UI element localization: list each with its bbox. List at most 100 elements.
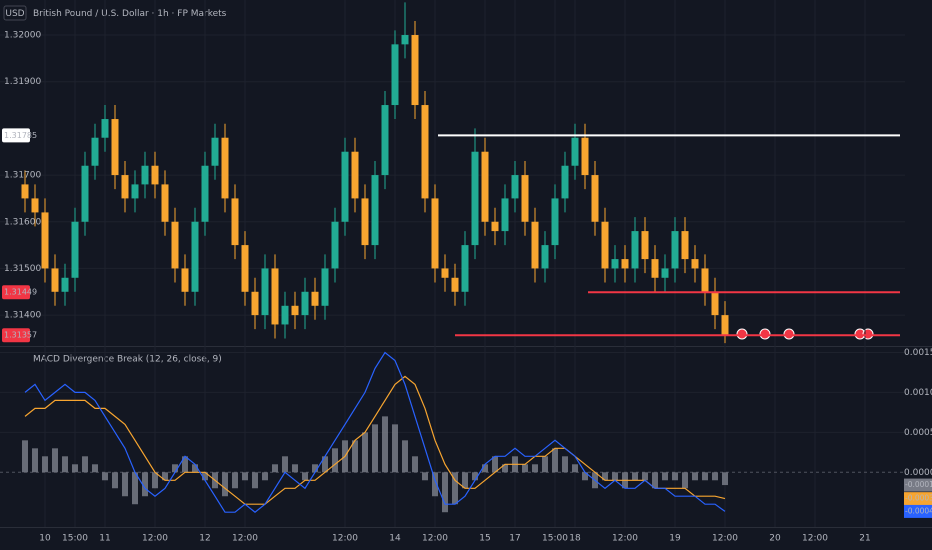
x-tick-label: 12:00 <box>232 534 258 544</box>
candle-body <box>51 268 59 292</box>
last-price-label: 1.31357 <box>4 331 37 340</box>
candle-body <box>511 175 519 199</box>
candle-body <box>71 221 79 278</box>
histogram-bar <box>92 464 98 473</box>
candle-body <box>141 165 149 185</box>
value-tag <box>904 478 932 492</box>
candle-body <box>111 119 119 176</box>
histogram-bar <box>252 472 258 489</box>
histogram-bar <box>722 472 728 486</box>
histogram-bar <box>652 472 658 489</box>
histogram-bar <box>712 472 718 481</box>
x-tick-label: 12:00 <box>142 534 168 544</box>
candle-body <box>231 198 239 246</box>
candle-body <box>121 175 129 199</box>
candle-body <box>411 35 419 106</box>
candle-body <box>551 198 559 246</box>
histogram-bar <box>262 472 268 481</box>
histogram-bar <box>82 456 88 473</box>
candle-body <box>261 268 269 316</box>
histogram-bar <box>602 472 608 481</box>
value-tag-label: -0.00033 <box>905 494 932 503</box>
histogram-bar <box>562 456 568 473</box>
price-tag <box>2 328 30 343</box>
histogram-bar <box>412 456 418 473</box>
histogram-bar <box>162 472 168 481</box>
histogram-bar <box>222 472 228 497</box>
candle-body <box>521 175 529 222</box>
histogram-bar <box>122 472 128 497</box>
candle-body <box>501 198 509 232</box>
histogram-bar <box>552 448 558 473</box>
histogram-bar <box>492 456 498 473</box>
x-tick-label: 17 <box>509 534 520 544</box>
histogram-bar <box>422 472 428 481</box>
histogram-bar <box>182 456 188 473</box>
candle-body <box>371 175 379 246</box>
candle-body <box>701 268 709 292</box>
histogram-bar <box>362 432 368 473</box>
candle-body <box>291 305 299 316</box>
candle-body <box>31 198 39 213</box>
candle-body <box>361 198 369 246</box>
candle-body <box>241 245 249 292</box>
histogram-bar <box>102 472 108 481</box>
event-icons <box>736 328 874 340</box>
candle-body <box>181 268 189 292</box>
histogram-bar <box>292 464 298 473</box>
x-tick-label: 14 <box>389 534 401 544</box>
x-tick-label: 21 <box>859 534 870 544</box>
candle-body <box>341 151 349 222</box>
indicator-line <box>24 351 726 513</box>
candle-body <box>581 137 589 176</box>
candle-body <box>601 221 609 269</box>
candle-body <box>681 231 689 260</box>
histogram-bar <box>272 464 278 473</box>
value-tag-label: -0.00049 <box>905 506 932 515</box>
y-tick-label: 1.31400 <box>4 311 41 321</box>
histogram-bar <box>682 472 688 489</box>
y-tick-label: 1.31700 <box>4 171 41 181</box>
currency-box <box>3 5 27 21</box>
candle-body <box>251 291 259 316</box>
x-tick-label: 19 <box>669 534 681 544</box>
candle-body <box>161 184 169 222</box>
histogram-bar <box>532 464 538 473</box>
x-tick-label: 11 <box>99 534 110 544</box>
value-tag-label: -0.00016 <box>905 480 932 489</box>
candle-body <box>471 151 479 246</box>
histogram-bar <box>352 440 358 473</box>
chart-title: British Pound / U.S. Dollar · 1h · FP Ma… <box>33 9 227 19</box>
histogram-bar <box>372 424 378 473</box>
histogram-bar <box>72 464 78 473</box>
histogram-bar <box>242 472 248 481</box>
indicator-title: MACD Divergence Break (12, 26, close, 9) <box>33 355 222 365</box>
price-tag-label: 1.31785 <box>4 131 37 140</box>
histogram-bar <box>132 472 138 505</box>
x-tick-label: 18 <box>569 534 581 544</box>
x-tick-label: 12:00 <box>612 534 638 544</box>
histogram-bar <box>452 472 458 505</box>
x-tick-label: 10 <box>39 534 51 544</box>
candle-body <box>721 315 729 336</box>
histogram-bar <box>142 472 148 497</box>
histogram-bar <box>322 456 328 473</box>
histogram-bar <box>432 472 438 497</box>
histogram-bar <box>22 440 28 473</box>
candle-body <box>131 184 139 199</box>
histogram-bar <box>522 464 528 473</box>
candle-body <box>351 151 359 199</box>
candle-body <box>651 259 659 278</box>
candle-body <box>691 259 699 269</box>
candle-body <box>301 291 309 316</box>
histogram-bar <box>702 472 708 481</box>
histogram-bar <box>192 464 198 473</box>
x-tick-label: 12:00 <box>712 534 738 544</box>
candle-body <box>321 268 329 306</box>
price-tag <box>2 285 30 300</box>
y-tick-label: 1.31600 <box>4 217 41 227</box>
histogram-bar <box>632 472 638 481</box>
y2-tick-label: 0.00050 <box>904 428 932 438</box>
candle-body <box>461 245 469 292</box>
